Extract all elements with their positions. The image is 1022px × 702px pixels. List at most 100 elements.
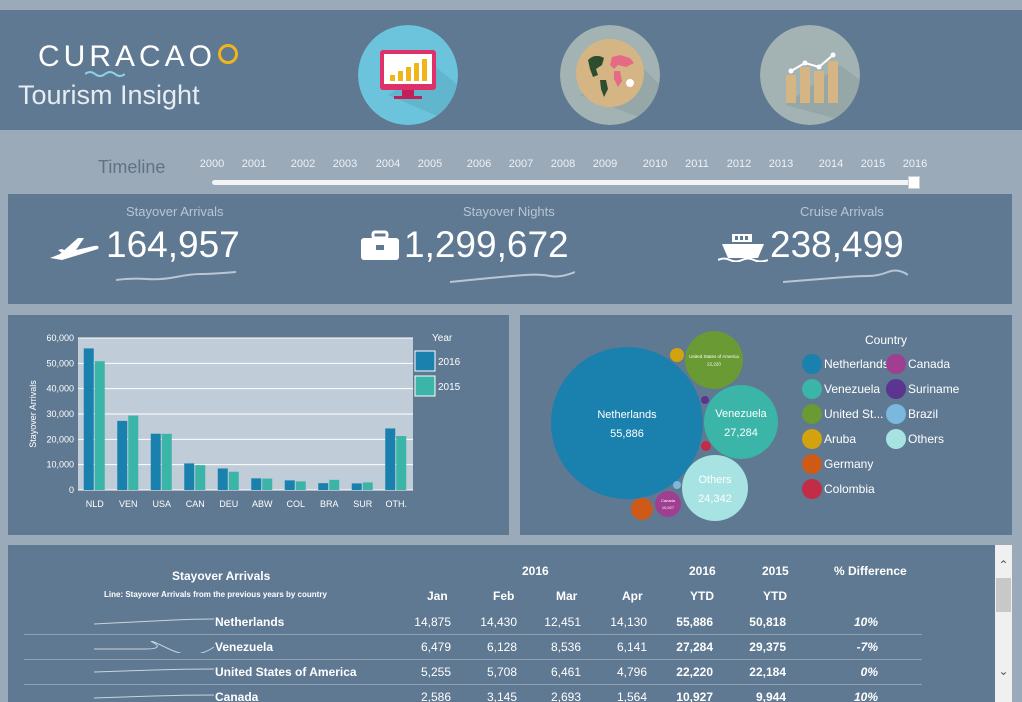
scroll-up-icon[interactable]: ⌃ [998,558,1009,572]
legend-dot[interactable] [802,454,822,474]
bubble-netherlands[interactable] [551,347,703,499]
logo-text: CURACAO [38,40,217,73]
cell-jan: 14,875 [414,615,451,629]
bar-2015-VEN[interactable] [128,415,139,490]
cell-diff: 0% [860,665,878,679]
legend-dot[interactable] [802,354,822,374]
bar-graph-icon[interactable] [760,25,860,125]
world-map-icon[interactable] [560,25,660,125]
monitor-chart-icon[interactable] [358,25,458,125]
cruise-ship-icon [718,234,768,262]
timeline-year[interactable]: 2010 [642,158,668,170]
col-ytd-2015: YTD [763,589,787,603]
legend-dot[interactable] [886,404,906,424]
bubble-label: United States of America [689,354,739,359]
timeline-year[interactable]: 2008 [550,158,576,170]
legend-swatch[interactable] [414,350,436,372]
bar-2015-SUR[interactable] [362,482,373,490]
bar-2015-NLD[interactable] [94,361,105,490]
bar-2015-BRA[interactable] [329,479,340,490]
timeline-year[interactable]: 2006 [466,158,492,170]
legend-dot[interactable] [886,429,906,449]
bubble-colombia[interactable] [701,441,711,451]
bar-2016-USA[interactable] [150,433,161,490]
bubble-label: Venezuela [715,408,767,420]
bar-2016-SUR[interactable] [351,483,362,490]
scroll-thumb[interactable] [996,578,1011,612]
row-sparkline [94,618,214,625]
cell-apr: 6,141 [616,640,647,654]
timeline-year[interactable]: 2012 [726,158,752,170]
timeline-year[interactable]: 2001 [241,158,267,170]
bar-2016-NLD[interactable] [83,348,94,490]
kpi-title: Stayover Arrivals [126,204,224,219]
bubble-united-states-of-america[interactable] [685,331,743,389]
kpi-panel: Stayover Arrivals 164,957 Stayover Night… [8,194,1012,304]
bar-2016-OTH.[interactable] [385,428,396,490]
timeline-year[interactable]: 2013 [768,158,794,170]
kpi-value: 1,299,672 [404,224,569,265]
legend-dot[interactable] [802,404,822,424]
kpi-title: Stayover Nights [463,204,555,219]
legend-dot[interactable] [886,379,906,399]
bar-chart-panel: 0 10,000 20,000 30,000 40,000 50,000 60,000 Sta… [8,315,509,535]
cell-ytd2015: 50,818 [749,615,786,629]
timeline-year[interactable]: 2005 [417,158,443,170]
legend-dot[interactable] [802,429,822,449]
bubble-brazil[interactable] [673,481,681,489]
bubble-suriname[interactable] [701,396,709,404]
bar-2016-BRA[interactable] [318,483,329,490]
legend-dot[interactable] [802,379,822,399]
timeline-year[interactable]: 2000 [199,158,225,170]
timeline-year[interactable]: 2014 [818,158,844,170]
bubble-label: Others [698,474,732,486]
bubble-aruba[interactable] [670,348,684,362]
bubble-others[interactable] [682,455,748,521]
bar-2015-ABW[interactable] [262,478,273,490]
cell-jan: 6,479 [420,640,451,654]
bar-2015-COL[interactable] [295,481,306,490]
bar-2016-COL[interactable] [284,480,295,490]
timeline-year[interactable]: 2004 [375,158,401,170]
y-tick-label: 40,000 [46,384,74,394]
bubble-chart-panel: Netherlands 55,886 Venezuela 27,284 United S… [520,315,1012,535]
sparkline [783,269,908,283]
bar-2016-ABW[interactable] [251,478,262,490]
bar-2015-DEU[interactable] [228,471,239,490]
scroll-down-icon[interactable]: ⌄ [998,664,1009,678]
bubble-canada[interactable] [655,491,681,517]
bar-2016-VEN[interactable] [117,420,128,490]
legend-dot[interactable] [886,354,906,374]
legend-label: United St... [824,407,884,421]
bar-2015-OTH.[interactable] [396,436,407,490]
y-tick-label: 10,000 [46,460,74,470]
bubble-label: Netherlands [597,409,657,421]
timeline-slider-handle[interactable] [908,176,920,189]
ytd-2016-year: 2016 [689,564,716,578]
bar-2015-USA[interactable] [161,433,172,490]
kpi-cruise-arrivals: Cruise Arrivals 238,499 [718,194,978,304]
x-tick-label: CAN [186,499,205,509]
timeline-year[interactable]: 2002 [290,158,316,170]
bar-2016-CAN[interactable] [184,463,195,490]
bubble-venezuela[interactable] [704,385,778,459]
table-scrollbar[interactable]: ⌃ ⌄ [995,545,1012,702]
timeline-year[interactable]: 2016 [902,158,928,170]
bubble-germany[interactable] [631,498,653,520]
timeline-year[interactable]: 2015 [860,158,886,170]
timeline-year[interactable]: 2007 [508,158,534,170]
cell-apr: 4,796 [616,665,647,679]
legend-dot[interactable] [802,479,822,499]
row-country: United States of America [215,665,357,679]
timeline-year[interactable]: 2011 [685,158,709,170]
bar-2015-CAN[interactable] [195,465,206,490]
cell-jan: 5,255 [420,665,451,679]
bar-2016-DEU[interactable] [217,468,228,490]
timeline-year[interactable]: 2009 [592,158,618,170]
wave-icon [85,71,125,77]
row-sparkline [94,668,214,673]
cell-ytd2016: 27,284 [676,640,713,654]
timeline-slider-track[interactable] [212,180,916,185]
legend-swatch[interactable] [414,375,436,397]
timeline-year[interactable]: 2003 [332,158,358,170]
